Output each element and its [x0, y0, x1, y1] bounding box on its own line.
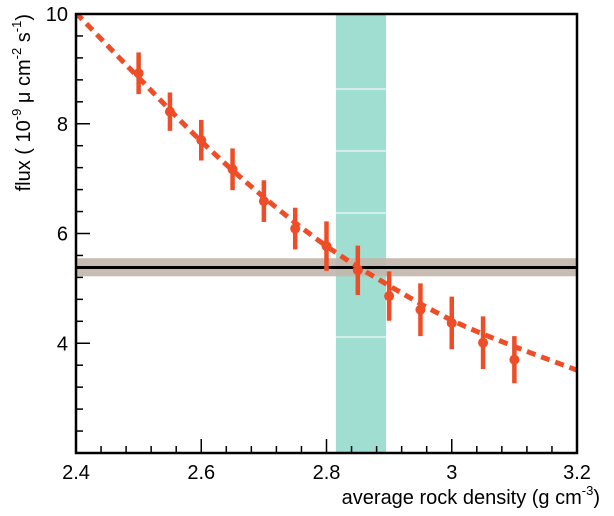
x-tick-label: 2.4 — [62, 462, 90, 484]
x-axis-title-main: average rock density (g cm — [342, 487, 582, 509]
data-point — [196, 135, 207, 146]
data-point — [164, 106, 175, 117]
data-point — [415, 304, 426, 315]
y-axis-title: flux ( 10-9 μ cm-2 s-1) — [9, 14, 35, 191]
x-tick-label: 2.6 — [187, 462, 215, 484]
data-point — [290, 223, 301, 234]
y-axis-title-close: ) — [13, 14, 35, 21]
data-point — [509, 354, 520, 365]
y-axis-title-exp2: -2 — [9, 48, 24, 60]
x-axis-title-exponent: -3 — [582, 483, 594, 498]
x-tick-label: 3 — [446, 462, 457, 484]
y-tick-label: 4 — [57, 333, 68, 355]
y-axis-title-mu: μ cm — [13, 59, 35, 108]
y-axis-title-s: s — [13, 32, 35, 48]
data-point — [352, 265, 363, 276]
y-tick-label: 8 — [57, 114, 68, 136]
data-point — [384, 291, 395, 302]
axis-ticks: 2.4 2.6 2.8 3 3.2 4 6 8 10 — [46, 4, 591, 484]
y-tick-label: 6 — [57, 224, 68, 246]
data-point — [321, 241, 332, 252]
fit-curve-layer — [76, 14, 577, 373]
data-points-layer — [133, 52, 520, 384]
x-axis-title-close: ) — [593, 487, 600, 509]
y-axis-title-exp3: -1 — [9, 21, 24, 33]
y-tick-label: 10 — [46, 4, 68, 26]
data-point — [478, 337, 489, 348]
y-axis-title-exp1: -9 — [9, 109, 24, 121]
y-axis-title-open: flux ( 10 — [13, 120, 35, 191]
data-point — [133, 68, 144, 79]
data-point — [446, 317, 457, 328]
x-tick-label: 3.2 — [563, 462, 591, 484]
x-axis-title: average rock density (g cm-3) — [342, 483, 600, 509]
fit-curve — [76, 14, 577, 373]
data-point — [258, 196, 269, 207]
x-tick-label: 2.8 — [313, 462, 341, 484]
density-range-band — [335, 14, 386, 453]
data-point — [227, 164, 238, 175]
